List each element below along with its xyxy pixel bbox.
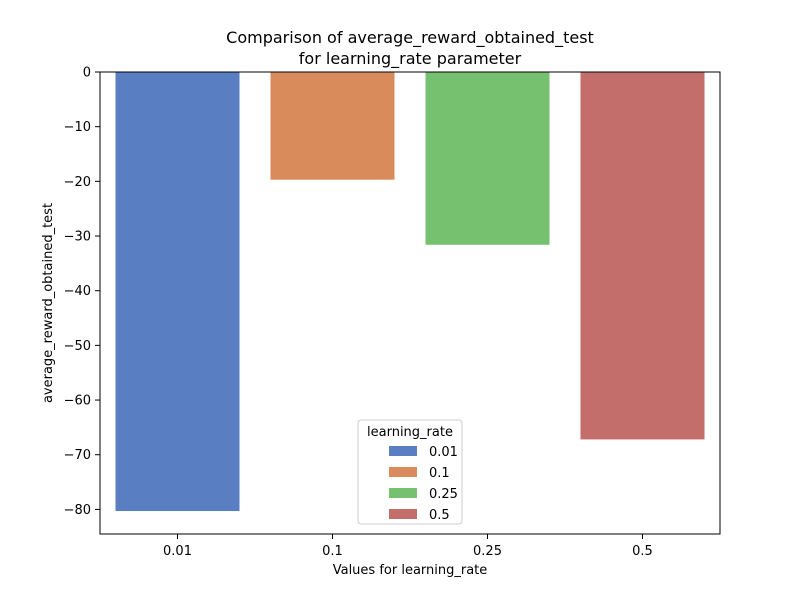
bar-0.5 [580,72,705,440]
legend: learning_rate 0.01 0.1 0.25 0.5 [357,419,463,525]
bars-group [115,72,705,512]
x-tick-label: 0.25 [473,544,502,559]
chart-title-line-2: for learning_rate parameter [299,49,522,69]
y-tick-label: −40 [64,284,91,299]
x-tick-label: 0.01 [163,544,192,559]
y-tick-label: −70 [64,448,91,463]
y-tick-label: −50 [64,339,91,354]
bar-0.01 [115,72,240,512]
legend-title: learning_rate [367,425,453,440]
plot-frame [99,71,721,535]
y-tick-label: −80 [64,503,91,518]
x-tick-label: 0.1 [322,544,343,559]
y-tick-label: −10 [64,120,91,135]
x-tick-label: 0.5 [632,544,653,559]
legend-swatch-0.01 [389,446,417,456]
y-tick-label: −60 [64,394,91,409]
legend-entry-label: 0.01 [429,445,458,460]
y-tick-label: −30 [64,230,91,245]
y-axis-label: average_reward_obtained_test [41,203,56,403]
legend-entry-label: 0.1 [429,466,450,481]
legend-entry-label: 0.25 [429,487,458,502]
legend-entries: 0.01 0.1 0.25 0.5 [389,445,458,523]
legend-swatch-0.25 [389,488,417,498]
y-axis-ticks: 0 −10 −20 −30 −40 −50 −60 −70 −80 [64,66,100,518]
legend-swatch-0.5 [389,509,417,519]
bar-0.1 [270,72,395,180]
x-axis-label: Values for learning_rate [333,563,488,578]
y-tick-label: 0 [83,66,91,81]
x-axis-ticks: 0.01 0.1 0.25 0.5 [163,534,653,559]
legend-entry-label: 0.5 [429,508,450,523]
y-tick-label: −20 [64,175,91,190]
legend-swatch-0.1 [389,467,417,477]
chart-title-line-1: Comparison of average_reward_obtained_te… [226,28,594,48]
bar-0.25 [425,72,550,245]
